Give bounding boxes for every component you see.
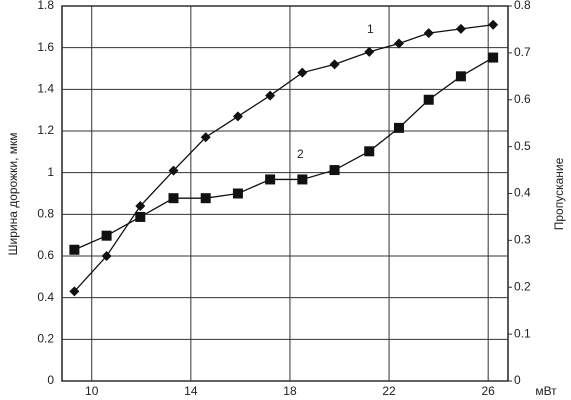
y2-tick-label: 0.5 — [514, 139, 531, 153]
marker — [393, 122, 404, 133]
marker — [329, 59, 340, 70]
marker — [265, 174, 276, 185]
marker — [69, 286, 80, 297]
y-tick-label: 0.2 — [37, 332, 54, 346]
marker — [232, 111, 243, 122]
marker — [101, 230, 112, 241]
y-tick-label: 1.8 — [37, 0, 54, 12]
y-tick-label: 0.8 — [37, 207, 54, 221]
marker — [488, 19, 499, 30]
plot-frame — [61, 5, 509, 382]
y-tick-label: 0 — [47, 373, 54, 387]
marker — [168, 193, 179, 204]
y-axis-label: Ширина дорожки, мкм — [6, 133, 20, 256]
y-tick-label: 0.6 — [37, 248, 54, 262]
y2-tick-label: 0.1 — [514, 326, 531, 340]
marker — [232, 188, 243, 199]
x-axis-label: мВт — [535, 384, 557, 398]
marker — [200, 132, 211, 143]
x-tick-label: 18 — [283, 384, 297, 398]
marker — [364, 146, 375, 157]
series-line — [73, 24, 494, 292]
marker — [393, 38, 404, 49]
marker — [455, 23, 466, 34]
marker — [488, 52, 499, 63]
y-tick-label: 1.6 — [37, 40, 54, 54]
x-tick-label: 14 — [184, 384, 198, 398]
marker — [135, 201, 146, 211]
y2-tick-label: 0.3 — [514, 233, 531, 247]
y2-tick-label: 0 — [514, 373, 521, 387]
marker — [168, 165, 179, 176]
marker — [297, 174, 308, 185]
y-tick-label: 1.4 — [37, 82, 54, 96]
annotation: 1 — [367, 22, 374, 36]
y2-tick-label: 0.8 — [514, 0, 531, 12]
y2-tick-label: 0.7 — [514, 45, 531, 59]
marker — [69, 244, 80, 255]
y2-tick-label: 0.2 — [514, 279, 531, 293]
y-tick-label: 0.4 — [37, 290, 54, 304]
marker — [101, 251, 112, 261]
y-tick-label: 1 — [47, 165, 54, 179]
y2-tick-label: 0.6 — [514, 92, 531, 106]
marker — [297, 67, 308, 78]
marker — [265, 90, 276, 101]
x-tick-label: 22 — [382, 384, 396, 398]
marker — [364, 46, 375, 57]
y2-axis-label: Пропускание — [552, 157, 566, 230]
y2-tick-label: 0.4 — [514, 186, 531, 200]
marker — [135, 211, 146, 222]
marker — [423, 94, 434, 105]
marker — [455, 71, 466, 82]
annotation: 2 — [297, 147, 304, 161]
marker — [200, 193, 211, 204]
y-tick-label: 1.2 — [37, 123, 54, 137]
marker — [423, 28, 434, 39]
x-tick-label: 10 — [85, 384, 99, 398]
x-tick-label: 26 — [481, 384, 495, 398]
marker — [329, 165, 340, 176]
